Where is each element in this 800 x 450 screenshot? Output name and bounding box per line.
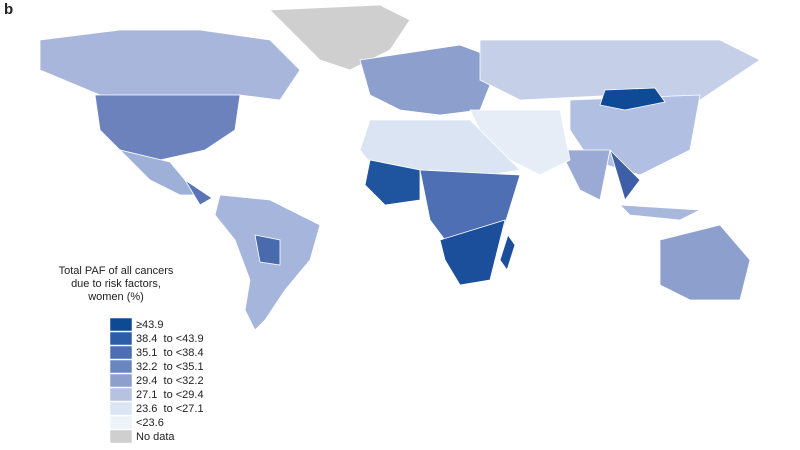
west-africa	[364, 159, 421, 206]
legend-title: Total PAF of all cancers	[59, 265, 174, 277]
legend-swatch	[109, 415, 133, 430]
legend-label: 35.1 to <38.4	[136, 347, 204, 359]
legend-label: ≥43.9	[136, 319, 163, 331]
legend-swatch	[109, 345, 133, 360]
legend-label: 38.4 to <43.9	[136, 333, 204, 345]
india	[559, 149, 611, 201]
bolivia	[254, 234, 281, 266]
legend-label: 32.2 to <35.1	[136, 361, 204, 373]
legend-swatch	[109, 429, 133, 444]
europe	[359, 44, 501, 116]
legend-swatch	[109, 373, 133, 388]
indonesia	[618, 204, 702, 221]
legend-swatch	[109, 359, 133, 374]
southern-africa	[439, 219, 506, 286]
legend-label: 29.4 to <32.2	[136, 375, 204, 387]
usa	[94, 94, 241, 161]
panel-label: b	[4, 1, 13, 18]
legend-label: <23.6	[136, 417, 164, 429]
central-america	[184, 179, 213, 206]
southeast-asia	[609, 149, 641, 201]
canada	[39, 29, 301, 101]
legend-swatch	[109, 387, 133, 402]
legend-label: No data	[136, 431, 175, 443]
legend-swatch	[109, 331, 133, 346]
legend-title: women (%)	[87, 291, 144, 303]
world-map	[39, 4, 761, 331]
madagascar	[499, 234, 516, 271]
legend-title: due to risk factors,	[71, 278, 161, 290]
australia	[659, 224, 751, 301]
legend-swatch	[109, 401, 133, 416]
legend-swatch	[109, 317, 133, 332]
mongolia	[599, 87, 666, 111]
legend-label: 27.1 to <29.4	[136, 389, 204, 401]
legend-label: 23.6 to <27.1	[136, 403, 204, 415]
